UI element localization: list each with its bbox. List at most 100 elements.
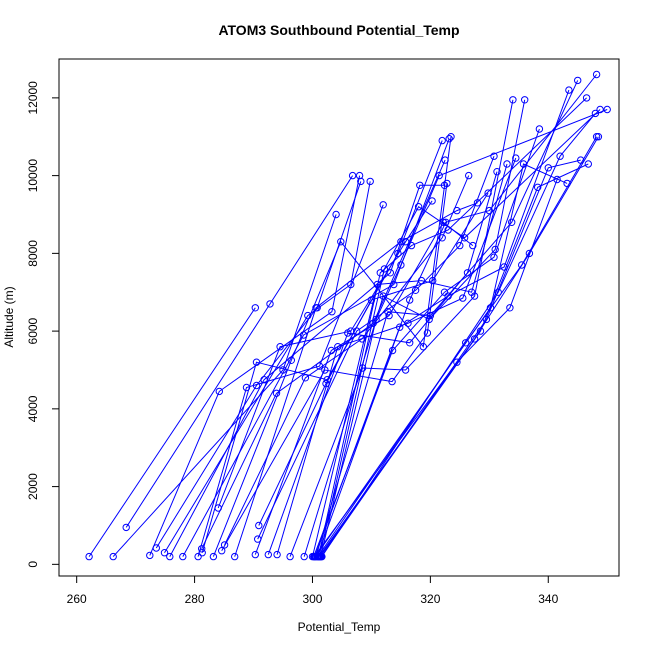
series-line [321, 113, 596, 557]
series-line [258, 192, 489, 526]
y-tick-label: 12000 [26, 81, 40, 115]
data-point [312, 304, 320, 312]
data-point [310, 552, 318, 561]
data-point [179, 552, 187, 561]
data-point [218, 547, 226, 555]
y-tick-label: 2000 [26, 473, 40, 500]
data-point [300, 552, 308, 561]
data-point [592, 70, 601, 79]
data-point [444, 292, 452, 300]
data-point [423, 329, 432, 337]
data-point [287, 356, 295, 364]
y-axis: 0 2000 4000 6000 8000 10000 12000 [26, 81, 60, 568]
data-point [404, 319, 412, 327]
data-point [214, 504, 222, 512]
series-line [319, 109, 601, 557]
data-point [328, 308, 336, 316]
series-line [169, 184, 445, 557]
data-point [231, 552, 239, 561]
data-point [273, 550, 281, 559]
y-tick-label: 6000 [26, 317, 40, 344]
data-point [460, 234, 469, 242]
data-point [503, 160, 511, 168]
data-point [453, 206, 461, 215]
series-line [312, 163, 508, 557]
data-point [482, 315, 491, 324]
data-point [152, 544, 161, 552]
data-point [534, 183, 542, 192]
y-tick-label: 10000 [26, 159, 40, 193]
data-point [337, 238, 345, 246]
data-point [563, 179, 571, 188]
data-point [490, 253, 498, 261]
data-point [252, 358, 261, 366]
data-point [334, 343, 342, 351]
data-point [194, 552, 202, 561]
data-point [512, 154, 520, 162]
data-point [509, 96, 517, 104]
data-point [380, 265, 389, 273]
series-line [224, 175, 470, 546]
data-point [494, 288, 502, 296]
data-point [484, 189, 492, 197]
x-tick-label: 280 [185, 592, 205, 606]
data-point [577, 156, 585, 164]
data-point [565, 86, 573, 94]
data-point [459, 294, 467, 302]
data-point [251, 304, 260, 312]
data-point [518, 261, 526, 269]
data-point [447, 133, 455, 141]
data-point [506, 304, 514, 312]
data-point [574, 76, 582, 85]
data-point [521, 96, 529, 104]
data-point [276, 343, 284, 351]
series-line [314, 163, 568, 557]
data-point [467, 288, 476, 296]
y-tick-label: 8000 [26, 240, 40, 267]
series-layer [85, 70, 611, 561]
data-point [438, 136, 446, 145]
data-point [255, 521, 263, 530]
data-point [198, 545, 206, 553]
x-tick-label: 260 [67, 592, 87, 606]
data-point [525, 249, 534, 258]
data-point [304, 311, 312, 320]
series-line [149, 175, 361, 556]
data-point [396, 323, 404, 331]
series-line [182, 138, 450, 557]
series-line [112, 214, 337, 557]
data-point [209, 552, 218, 561]
y-tick-label: 4000 [26, 395, 40, 422]
series-line [201, 140, 443, 553]
x-tick-label: 300 [302, 592, 322, 606]
series-line [276, 157, 517, 555]
data-point [348, 171, 357, 180]
chart-title: ATOM3 Southbound Potential_Temp [218, 22, 459, 38]
series-line [125, 175, 354, 528]
data-point [379, 201, 387, 209]
series-line [317, 136, 598, 557]
data-point [591, 109, 600, 118]
data-point [366, 177, 374, 186]
data-point [251, 550, 260, 559]
x-axis: 260 280 300 320 340 [67, 575, 559, 606]
data-point [435, 171, 443, 180]
data-point [465, 171, 473, 180]
data-point [462, 339, 470, 347]
data-point [469, 241, 477, 250]
series-line [234, 202, 478, 557]
data-point [443, 179, 451, 188]
series-line [197, 204, 384, 557]
data-point [582, 94, 591, 102]
data-point [594, 133, 603, 141]
series-line [212, 136, 452, 557]
data-point [556, 152, 564, 160]
data-point [254, 535, 262, 543]
data-point [384, 308, 392, 316]
data-point [584, 160, 592, 168]
data-point [266, 300, 274, 308]
data-point [401, 238, 410, 246]
data-point [429, 276, 437, 285]
data-point [535, 125, 544, 133]
